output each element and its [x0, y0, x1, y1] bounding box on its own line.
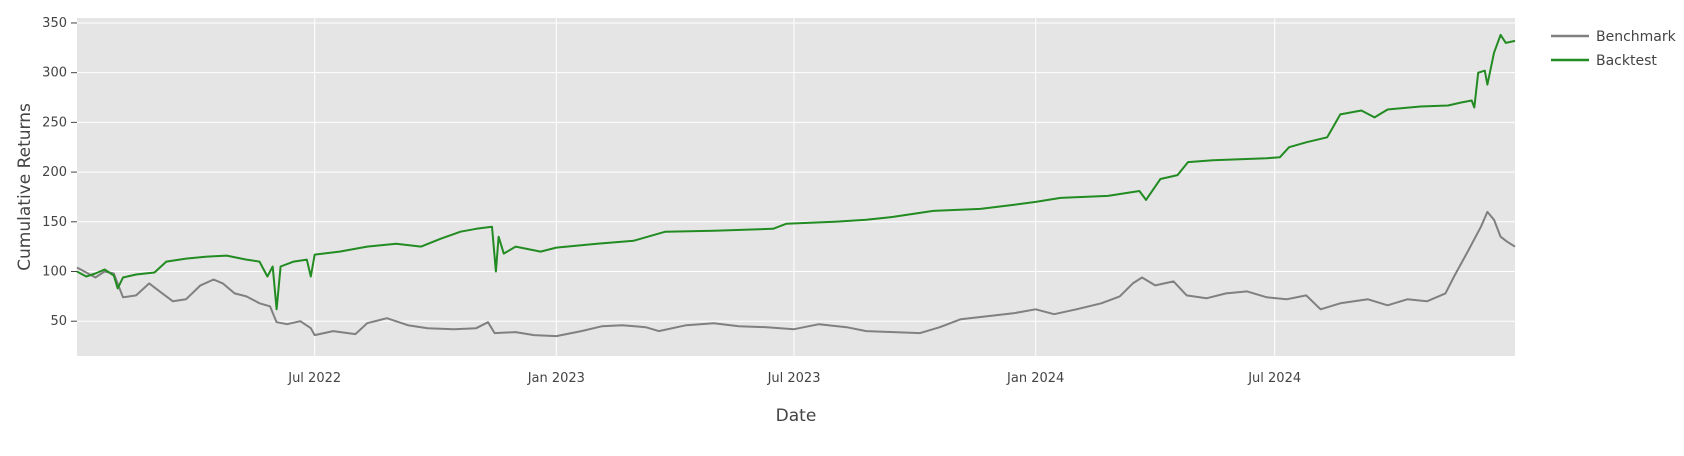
y-tick-label: 100	[42, 265, 67, 280]
legend: Benchmark Backtest	[1551, 29, 1677, 69]
legend-label-benchmark: Benchmark	[1596, 29, 1677, 45]
y-tick-label: 200	[42, 165, 67, 180]
x-tick-label: Jul 2023	[767, 371, 821, 386]
y-tick-label: 250	[42, 115, 67, 130]
legend-item-benchmark: Benchmark	[1551, 29, 1677, 45]
y-tick-label: 50	[50, 314, 67, 329]
y-tick-label: 300	[42, 66, 67, 81]
plot-background	[77, 18, 1515, 356]
series-line-backtest	[76, 33, 1516, 311]
legend-label-backtest: Backtest	[1596, 53, 1657, 69]
x-tick-label: Jul 2024	[1247, 371, 1301, 386]
series-lines	[76, 33, 1516, 338]
x-tick-label: Jan 2024	[1006, 371, 1064, 386]
x-tick-label: Jul 2022	[287, 371, 341, 386]
x-axis-title: Date	[776, 406, 817, 426]
y-axis-title: Cumulative Returns	[15, 103, 35, 271]
x-tick-label: Jan 2023	[527, 371, 585, 386]
y-axis-ticks: 50 100 150 200 250 300 350	[42, 16, 77, 329]
legend-item-backtest: Backtest	[1551, 53, 1657, 69]
gridlines	[77, 18, 1515, 356]
y-tick-label: 350	[42, 16, 67, 31]
series-line-benchmark	[76, 210, 1516, 338]
x-axis-ticks: Jul 2022 Jan 2023 Jul 2023 Jan 2024 Jul 2024	[287, 371, 1301, 386]
y-tick-label: 150	[42, 215, 67, 230]
